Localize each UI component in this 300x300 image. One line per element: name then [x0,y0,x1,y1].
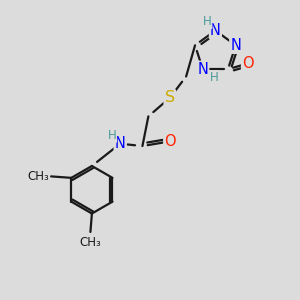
Text: N: N [115,136,126,151]
Text: H: H [107,129,116,142]
Text: N: N [230,38,241,53]
Text: N: N [210,23,221,38]
Text: CH₃: CH₃ [80,236,101,249]
Text: H: H [203,15,212,28]
Text: CH₃: CH₃ [28,170,49,183]
Text: H: H [210,71,218,84]
Text: S: S [165,90,175,105]
Text: O: O [242,56,254,71]
Text: O: O [164,134,176,149]
Text: N: N [197,62,208,77]
